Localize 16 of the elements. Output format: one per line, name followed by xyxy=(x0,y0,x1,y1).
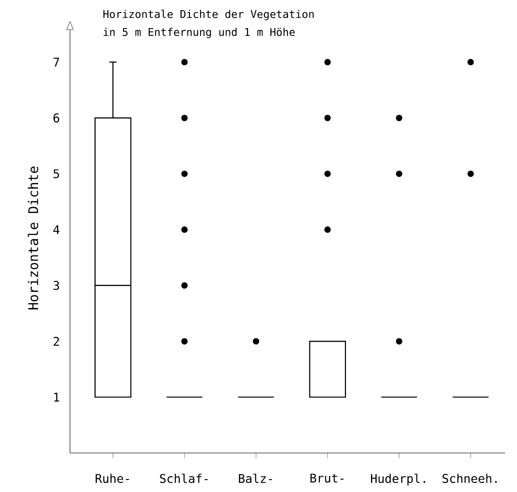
x-tick-label: Huderpl. xyxy=(371,474,426,486)
chart-subtitle: in 5 m Entfernung und 1 m Höhe xyxy=(104,28,295,38)
y-tick-label: 1 xyxy=(54,392,60,402)
x-tick-label: Schlaf- xyxy=(160,474,208,484)
x-tick-label: Brut- xyxy=(310,474,344,483)
chart-title: Horizontale Dichte der Vegetation xyxy=(103,10,314,20)
x-tick-label: Schneeh. xyxy=(442,474,497,483)
y-tick-label: 6 xyxy=(54,113,60,122)
y-tick-label: 4 xyxy=(53,225,60,234)
y-tick-label: 3 xyxy=(54,280,60,290)
x-tick-label: Ruhe- xyxy=(96,474,129,483)
y-tick-label: 7 xyxy=(54,58,60,66)
x-tick-label: Balz- xyxy=(238,474,272,484)
y-tick-label: 5 xyxy=(54,169,60,178)
y-axis-title: Horizontale Dichte xyxy=(28,166,38,310)
y-tick-label: 2 xyxy=(54,336,59,346)
